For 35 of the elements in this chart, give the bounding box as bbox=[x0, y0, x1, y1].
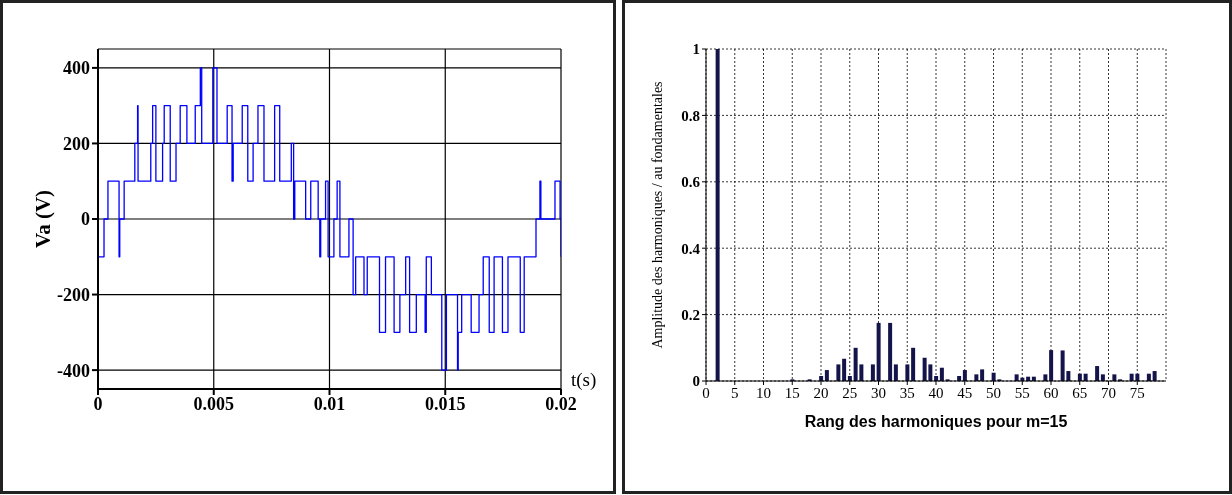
x-tick-label: 35 bbox=[899, 384, 915, 401]
x-axis-title: Rang des harmoniques pour m=15 bbox=[803, 413, 1069, 431]
y-tick-label: 0 bbox=[81, 209, 90, 230]
x-tick-label: 60 bbox=[1043, 384, 1059, 401]
y-tick-label: 400 bbox=[63, 58, 90, 79]
y-tick-label: -400 bbox=[57, 360, 90, 381]
x-tick-label: 25 bbox=[842, 384, 858, 401]
x-tick-label: 0.005 bbox=[193, 393, 234, 414]
x-tick-label: 15 bbox=[784, 384, 800, 401]
y-tick-label: 1 bbox=[692, 41, 700, 58]
y-tick-label: 0.2 bbox=[681, 306, 700, 323]
x-tick-label: 30 bbox=[871, 384, 886, 401]
x-tick-label: 55 bbox=[1014, 384, 1030, 401]
x-tick-label: 0.02 bbox=[545, 393, 577, 414]
y-tick-label: 200 bbox=[63, 133, 90, 154]
x-tick-label: 20 bbox=[813, 384, 829, 401]
x-tick-label: 5 bbox=[731, 384, 739, 401]
x-axis-title: t(s) bbox=[571, 369, 597, 391]
y-tick-label: 0.4 bbox=[681, 240, 701, 257]
x-tick-label: 75 bbox=[1129, 384, 1145, 401]
y-tick-label: 0.8 bbox=[681, 107, 700, 124]
x-tick-label: 40 bbox=[928, 384, 944, 401]
x-tick-label: 65 bbox=[1072, 384, 1088, 401]
x-tick-label: 70 bbox=[1101, 384, 1116, 401]
y-tick-label: 0 bbox=[692, 373, 700, 390]
x-tick-label: 45 bbox=[957, 384, 973, 401]
x-tick-label: 0.015 bbox=[425, 393, 466, 414]
x-tick-label: 0.01 bbox=[313, 393, 346, 414]
y-axis-title: Va (V) bbox=[31, 189, 56, 249]
x-tick-label: 10 bbox=[756, 384, 771, 401]
y-tick-label: 0.6 bbox=[681, 174, 701, 191]
y-axis-title: Amplitude des harmoniques / au fondamentales bbox=[649, 81, 665, 349]
x-tick-label: 50 bbox=[986, 384, 1001, 401]
x-tick-label: 0 bbox=[93, 393, 103, 414]
y-tick-label: -200 bbox=[57, 284, 90, 305]
